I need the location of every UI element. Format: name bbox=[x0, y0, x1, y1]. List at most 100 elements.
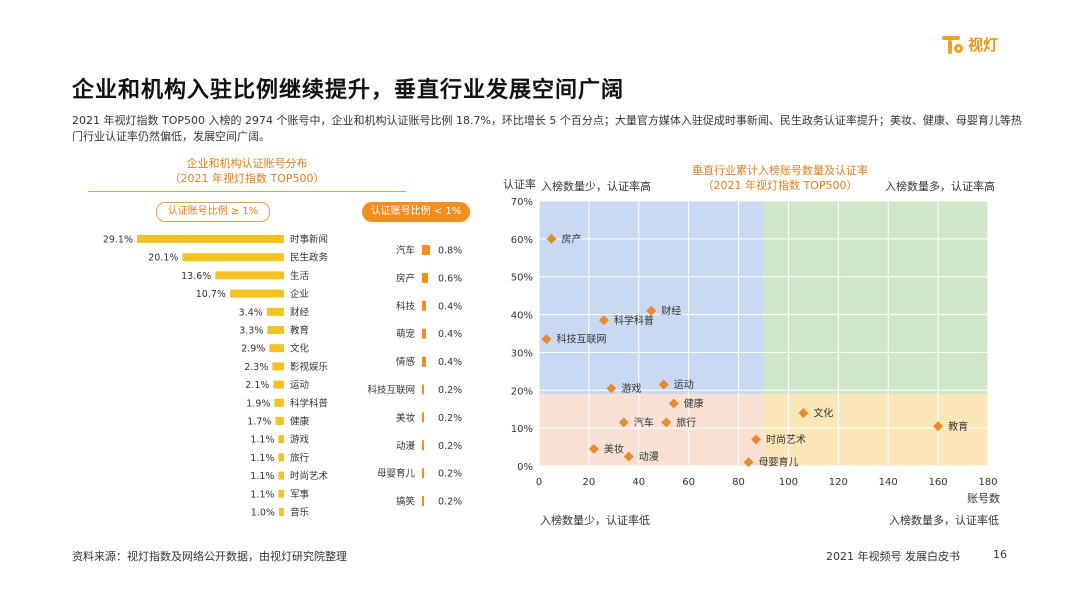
y-tick-label-0: 0% bbox=[517, 462, 533, 473]
bar-low-value-4: 0.4% bbox=[438, 357, 462, 368]
scatter-point-4 bbox=[606, 383, 617, 394]
bar-high-6 bbox=[269, 344, 284, 353]
bar-low-label-6: 美妆 bbox=[396, 412, 416, 424]
quadrant-top-left bbox=[539, 201, 764, 395]
bar-high-value-15: 1.0% bbox=[251, 508, 275, 519]
x-tick-label-6: 120 bbox=[829, 477, 848, 488]
scatter-point-9 bbox=[798, 408, 809, 418]
scatter-point-13 bbox=[623, 451, 634, 462]
scatter-label-13: 动漫 bbox=[639, 451, 659, 463]
brand-name: 视灯 bbox=[968, 36, 999, 54]
scatter-point-0 bbox=[546, 233, 557, 244]
scatter-label-11: 时尚艺术 bbox=[766, 433, 806, 446]
x-tick-label-1: 20 bbox=[583, 477, 596, 488]
bar-high-label-10: 健康 bbox=[290, 416, 310, 428]
pill-high-ratio: 认证账号比例 ≥ 1% bbox=[156, 202, 270, 222]
bar-low-value-6: 0.2% bbox=[438, 413, 462, 424]
bar-high-10 bbox=[275, 417, 284, 425]
bar-high-value-4: 3.4% bbox=[239, 307, 263, 318]
right-chart-title: 垂直行业累计入榜账号数量及认证率 bbox=[692, 164, 868, 177]
page-title: 企业和机构入驻比例继续提升，垂直行业发展空间广阔 bbox=[72, 78, 625, 103]
scatter-point-7 bbox=[618, 417, 629, 428]
bar-high-label-15: 音乐 bbox=[290, 507, 310, 519]
bar-high-label-3: 企业 bbox=[290, 288, 309, 300]
bar-low-9 bbox=[422, 496, 424, 507]
corner-top-left: 入榜数量少，认证率高 bbox=[541, 180, 651, 193]
scatter-point-8 bbox=[661, 417, 672, 428]
bar-low-label-3: 萌宠 bbox=[396, 328, 416, 340]
bar-low-1 bbox=[422, 272, 428, 283]
bar-low-value-7: 0.2% bbox=[438, 441, 462, 452]
bar-high-value-7: 2.3% bbox=[244, 362, 268, 373]
scatter-point-11 bbox=[751, 434, 761, 445]
bar-high-label-2: 生活 bbox=[290, 270, 310, 282]
bar-high-value-8: 2.1% bbox=[245, 380, 269, 391]
bar-high-label-7: 影视娱乐 bbox=[290, 361, 329, 373]
bar-low-8 bbox=[422, 468, 424, 479]
bar-low-value-5: 0.2% bbox=[438, 385, 462, 396]
bar-low-label-0: 汽车 bbox=[396, 245, 415, 257]
bar-low-0 bbox=[422, 245, 430, 255]
bar-high-value-0: 29.1% bbox=[103, 235, 133, 246]
left-chart-divider bbox=[88, 191, 406, 192]
x-axis-label: 账号数 bbox=[967, 492, 1000, 505]
y-axis-label: 认证率 bbox=[503, 177, 536, 191]
bar-low-value-1: 0.6% bbox=[438, 273, 462, 284]
x-tick-label-4: 80 bbox=[732, 477, 745, 488]
page-number: 16 bbox=[993, 548, 1007, 561]
bar-high-14 bbox=[278, 489, 284, 498]
y-tick-label-6: 60% bbox=[511, 235, 533, 246]
bar-high-value-3: 10.7% bbox=[196, 289, 226, 300]
bar-high-value-11: 1.1% bbox=[250, 435, 274, 446]
left-chart-heading: 企业和机构认证账号分布 （2021 年视灯指数 TOP500） bbox=[88, 156, 406, 186]
quadrant-bottom-right bbox=[763, 394, 988, 466]
bar-low-label-2: 科技 bbox=[396, 300, 416, 312]
x-tick-label-7: 140 bbox=[879, 477, 898, 488]
x-tick-label-2: 40 bbox=[632, 477, 645, 488]
scatter-point-14 bbox=[743, 457, 754, 468]
bar-low-label-7: 动漫 bbox=[396, 440, 416, 452]
bar-high-2 bbox=[215, 271, 284, 280]
left-chart-subtitle: （2021 年视灯指数 TOP500） bbox=[169, 172, 325, 185]
bar-high-value-5: 3.3% bbox=[239, 326, 263, 337]
bar-high-value-6: 2.9% bbox=[241, 344, 265, 355]
x-tick-label-0: 0 bbox=[536, 477, 542, 488]
bar-high-12 bbox=[278, 453, 284, 462]
bar-high-15 bbox=[278, 508, 284, 516]
bar-low-label-5: 科技互联网 bbox=[367, 384, 415, 396]
bar-high-label-4: 财经 bbox=[290, 306, 310, 318]
bar-high-11 bbox=[278, 435, 284, 444]
bar-low-label-8: 母婴育儿 bbox=[377, 468, 416, 480]
scatter-point-6 bbox=[668, 398, 679, 409]
scatter-label-6: 健康 bbox=[684, 397, 704, 410]
bar-high-value-1: 20.1% bbox=[148, 253, 178, 264]
bar-high-label-8: 运动 bbox=[290, 380, 309, 391]
bar-high-4 bbox=[266, 307, 284, 316]
right-chart-heading: 垂直行业累计入榜账号数量及认证率 （2021 年视灯指数 TOP500） bbox=[660, 163, 900, 193]
scatter-point-10 bbox=[933, 421, 944, 432]
data-source: 资料来源：视灯指数及网络公开数据，由视灯研究院整理 bbox=[72, 550, 347, 563]
scatter-label-10: 教育 bbox=[948, 420, 968, 433]
x-tick-label-9: 180 bbox=[978, 477, 997, 488]
bar-high-label-5: 教育 bbox=[290, 325, 309, 337]
y-tick-label-4: 40% bbox=[511, 311, 533, 322]
y-tick-label-3: 30% bbox=[511, 348, 533, 359]
scatter-point-3 bbox=[541, 334, 552, 345]
scatter-point-12 bbox=[588, 444, 599, 454]
corner-bottom-left: 入榜数量少，认证率低 bbox=[540, 514, 650, 527]
scatter-label-5: 运动 bbox=[674, 379, 694, 391]
y-tick-label-2: 20% bbox=[511, 386, 533, 397]
scatter-label-3: 科技互联网 bbox=[556, 333, 606, 346]
bar-low-label-9: 搞笑 bbox=[396, 496, 416, 508]
bar-high-8 bbox=[273, 380, 284, 389]
bar-high-label-0: 时事新闻 bbox=[290, 234, 328, 246]
bar-low-4 bbox=[422, 356, 426, 367]
bar-low-value-2: 0.4% bbox=[438, 301, 462, 312]
footer-title: 2021 年视频号 发展白皮书 bbox=[826, 550, 960, 563]
bar-low-value-8: 0.2% bbox=[438, 469, 462, 480]
bar-low-value-0: 0.8% bbox=[438, 246, 462, 257]
bar-high-label-13: 时尚艺术 bbox=[290, 470, 329, 482]
left-chart-title: 企业和机构认证账号分布 bbox=[186, 157, 308, 170]
